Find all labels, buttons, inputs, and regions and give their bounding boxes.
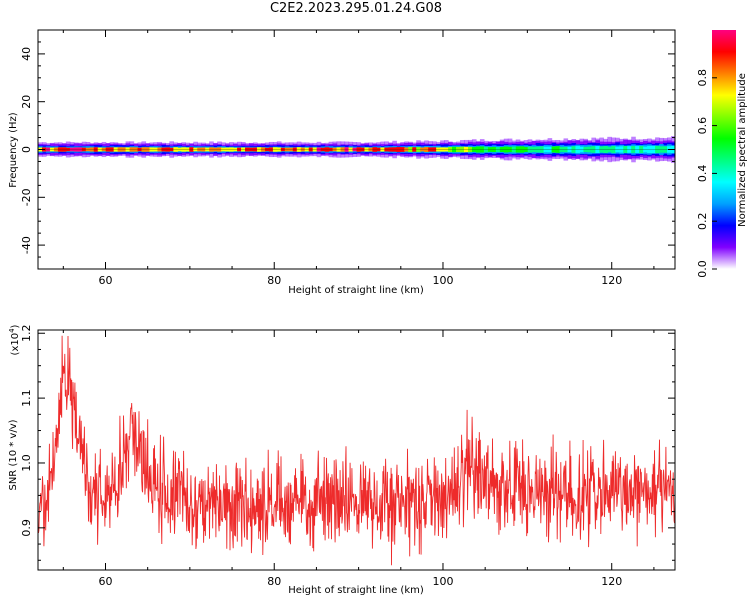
snr-x-tick-label: 100 [432, 575, 453, 588]
spectrogram-y-tick-label: -20 [20, 188, 33, 206]
snr-series-line [38, 335, 675, 566]
colorbar-label: Normalized spectral amplitude [737, 73, 748, 227]
spectrogram-x-tick-label: 100 [432, 274, 453, 287]
snr-y-tick-label: 1.2 [20, 324, 33, 342]
colorbar-tick-label: 0.4 [696, 165, 709, 183]
snr-x-tick-label: 120 [601, 575, 622, 588]
snr-frame [37, 329, 676, 571]
spectrogram-y-tick-label: 40 [20, 47, 33, 61]
spectrogram-x-label: Height of straight line (km) [288, 285, 424, 296]
colorbar-tick-label: 0.2 [696, 212, 709, 230]
snr-multiplier-exp: 4 [8, 328, 16, 333]
snr-x-tick-label: 80 [267, 575, 281, 588]
colorbar-tick-label: 0.8 [696, 69, 709, 87]
spectrogram-y-tick-label: 0 [20, 146, 33, 153]
snr-multiplier: (x104) [8, 324, 21, 355]
snr-y-tick-label: 0.9 [20, 519, 33, 537]
spectrogram-y-tick-label: 20 [20, 95, 33, 109]
spectrogram-panel: 60 80 100 120 -40 -20 0 20 40 Height of straigh… [8, 29, 676, 296]
snr-multiplier-close: ) [10, 324, 21, 328]
snr-x-ticks: 60 80 100 120 [62, 330, 655, 588]
snr-panel: 60 80 100 120 0.9 1.0 1.1 1.2 Height of straig… [8, 324, 676, 596]
spectrogram-y-ticks: -40 -20 0 20 40 [20, 41, 675, 258]
spectrogram-x-tick-label: 120 [601, 274, 622, 287]
snr-multiplier-base: (x10 [10, 333, 21, 356]
spectrogram-band [38, 136, 675, 163]
spectrogram-y-tick-label: -40 [20, 236, 33, 254]
spectrogram-x-tick-label: 60 [98, 274, 112, 287]
snr-y-label: SNR (10 * v/v) [8, 419, 19, 490]
spectrogram-x-tick-label: 80 [267, 274, 281, 287]
colorbar-ticks: 0.0 0.2 0.4 0.6 0.8 [696, 69, 717, 278]
snr-y-ticks: 0.9 1.0 1.1 1.2 [20, 324, 675, 561]
snr-y-tick-label: 1.0 [20, 454, 33, 472]
snr-y-tick-label: 1.1 [20, 389, 33, 407]
spectrogram-y-label: Frequency (Hz) [8, 112, 19, 188]
snr-x-tick-label: 60 [98, 575, 112, 588]
colorbar-tick-label: 0.6 [696, 117, 709, 135]
page-title: C2E2.2023.295.01.24.G08 [269, 1, 443, 16]
colorbar-gradient [712, 30, 736, 269]
snr-x-label: Height of straight line (km) [288, 585, 424, 596]
colorbar: 0.0 0.2 0.4 0.6 0.8 Normalized spectral ampl… [696, 30, 748, 278]
colorbar-tick-label: 0.0 [696, 260, 709, 278]
spectrogram-x-ticks: 60 80 100 120 [62, 30, 655, 287]
